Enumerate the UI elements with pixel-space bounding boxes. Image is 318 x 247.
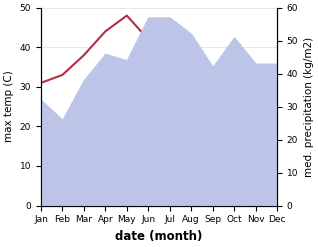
Y-axis label: med. precipitation (kg/m2): med. precipitation (kg/m2) xyxy=(304,37,314,177)
X-axis label: date (month): date (month) xyxy=(115,230,203,243)
Y-axis label: max temp (C): max temp (C) xyxy=(4,71,14,143)
